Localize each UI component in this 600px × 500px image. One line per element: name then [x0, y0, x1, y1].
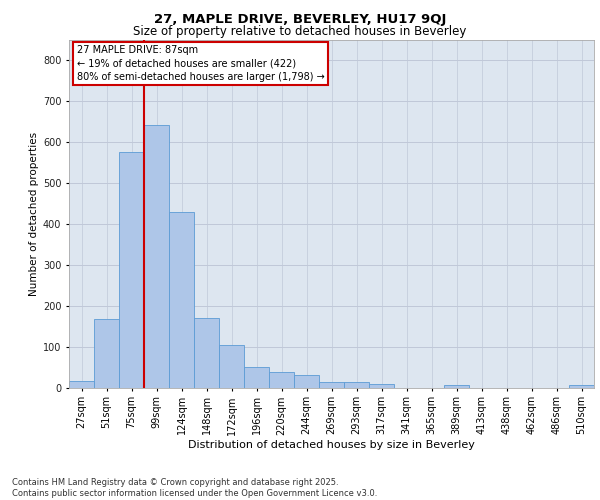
Text: 27 MAPLE DRIVE: 87sqm
← 19% of detached houses are smaller (422)
80% of semi-det: 27 MAPLE DRIVE: 87sqm ← 19% of detached … [77, 45, 325, 82]
Bar [569, 385, 594, 388]
Bar [369, 384, 394, 388]
Text: Size of property relative to detached houses in Beverley: Size of property relative to detached ho… [133, 25, 467, 38]
Bar [444, 384, 469, 388]
Bar [69, 382, 94, 388]
Bar [344, 382, 369, 388]
Bar [194, 318, 219, 388]
Bar [319, 382, 344, 388]
Bar [94, 319, 119, 388]
Text: 27, MAPLE DRIVE, BEVERLEY, HU17 9QJ: 27, MAPLE DRIVE, BEVERLEY, HU17 9QJ [154, 12, 446, 26]
Bar [219, 344, 244, 388]
Text: Contains HM Land Registry data © Crown copyright and database right 2025.
Contai: Contains HM Land Registry data © Crown c… [12, 478, 377, 498]
Bar [269, 372, 294, 388]
Bar [294, 375, 319, 388]
Bar [244, 367, 269, 388]
Bar [144, 125, 169, 388]
Bar [169, 212, 194, 388]
Y-axis label: Number of detached properties: Number of detached properties [29, 132, 38, 296]
Bar [119, 152, 144, 388]
X-axis label: Distribution of detached houses by size in Beverley: Distribution of detached houses by size … [188, 440, 475, 450]
